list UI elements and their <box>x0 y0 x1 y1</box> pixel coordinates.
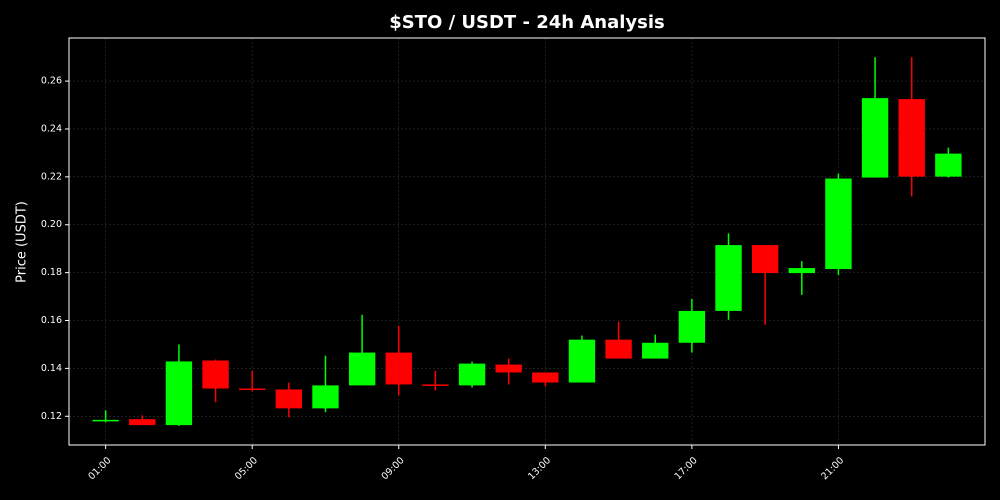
candle-body <box>495 364 522 373</box>
candle-body <box>605 339 632 359</box>
y-tick-label: 0.26 <box>41 76 62 87</box>
y-tick-label: 0.12 <box>41 411 62 422</box>
y-tick-label: 0.18 <box>41 267 62 278</box>
y-tick-label: 0.20 <box>41 219 62 230</box>
candle-body <box>129 419 156 426</box>
candle-body <box>385 352 412 385</box>
candle-body <box>935 153 962 177</box>
candle-body <box>715 245 742 311</box>
candle-body <box>568 339 596 383</box>
candle-body <box>275 389 303 409</box>
candle-body <box>165 361 193 426</box>
y-tick-label: 0.22 <box>41 171 62 182</box>
candle-body <box>239 388 266 390</box>
candle-body <box>825 178 852 270</box>
candle-body <box>751 245 779 274</box>
candle-body <box>788 268 815 274</box>
candle-body <box>202 360 229 389</box>
y-tick-label: 0.24 <box>41 123 62 134</box>
chart-title: $STO / USDT - 24h Analysis <box>389 12 665 33</box>
candle-body <box>642 342 669 359</box>
y-axis-label: Price (USDT) <box>15 201 30 283</box>
candle-body <box>422 384 449 386</box>
candle-body <box>861 98 889 178</box>
candle-body <box>898 99 925 177</box>
y-tick-label: 0.14 <box>41 363 62 374</box>
candle-body <box>458 363 486 386</box>
candle-body <box>312 385 339 409</box>
candle-body <box>348 352 376 386</box>
candle-body <box>92 419 119 422</box>
y-tick-label: 0.16 <box>41 315 62 326</box>
candle-body <box>678 310 706 343</box>
plot-frame <box>68 37 986 446</box>
candle-body <box>532 372 559 383</box>
